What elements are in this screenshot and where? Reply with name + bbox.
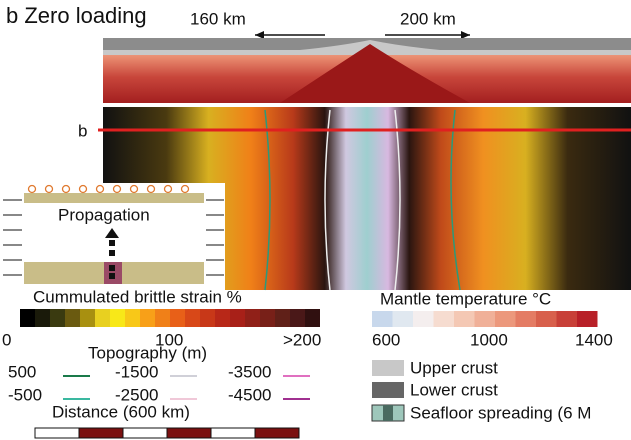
- legend-title: Topography (m): [88, 343, 207, 362]
- legend-label: 500: [8, 362, 36, 381]
- color-step: [475, 311, 496, 327]
- legend-label: -3500: [228, 362, 271, 381]
- color-step: [413, 311, 434, 327]
- scale-segment: [35, 428, 79, 438]
- color-step: [20, 309, 35, 327]
- tick-label: 1000: [470, 330, 508, 349]
- color-step: [577, 311, 598, 327]
- color-step: [454, 311, 475, 327]
- color-step: [185, 309, 200, 327]
- profile-label: b: [78, 121, 87, 140]
- color-step: [393, 311, 414, 327]
- inset-label: Propagation: [58, 205, 150, 224]
- color-step: [170, 309, 185, 327]
- colorbar-title: Cummulated brittle strain %: [33, 287, 242, 306]
- color-step: [260, 309, 275, 327]
- color-step: [215, 309, 230, 327]
- distance-label: 200 km: [400, 9, 456, 28]
- distance-label: 160 km: [190, 9, 246, 28]
- legend-label: Lower crust: [410, 380, 498, 399]
- legend-label: Upper crust: [410, 358, 498, 377]
- color-step: [516, 311, 537, 327]
- tick-label: 600: [372, 330, 400, 349]
- color-step: [275, 309, 290, 327]
- color-step: [434, 311, 455, 327]
- color-step: [80, 309, 95, 327]
- color-step: [65, 309, 80, 327]
- color-step: [536, 311, 557, 327]
- figure: b Zero loading 160 km 200 km b Propagati…: [0, 0, 631, 440]
- legend-label: Seafloor spreading (6 M: [410, 403, 591, 422]
- color-step: [372, 311, 393, 327]
- legend-label: -1500: [115, 362, 158, 381]
- scale-segment: [123, 428, 167, 438]
- color-step: [200, 309, 215, 327]
- scale-segment: [167, 428, 211, 438]
- colorbar-title: Mantle temperature °C: [380, 289, 551, 308]
- scale-title: Distance (600 km): [52, 402, 190, 421]
- color-step: [35, 309, 50, 327]
- color-step: [495, 311, 516, 327]
- color-step: [125, 309, 140, 327]
- color-step: [95, 309, 110, 327]
- color-step: [290, 309, 305, 327]
- legend-label: -4500: [228, 385, 271, 404]
- scale-segment: [211, 428, 255, 438]
- scale-segment: [255, 428, 299, 438]
- color-step: [140, 309, 155, 327]
- tick-label: >200: [283, 330, 321, 349]
- color-step: [557, 311, 578, 327]
- color-step: [245, 309, 260, 327]
- tick-label: 1400: [575, 330, 613, 349]
- color-step: [50, 309, 65, 327]
- color-step: [155, 309, 170, 327]
- color-step: [305, 309, 320, 327]
- color-step: [230, 309, 245, 327]
- scale-segment: [79, 428, 123, 438]
- color-step: [110, 309, 125, 327]
- tick-label: 0: [2, 330, 11, 349]
- legend-label: -500: [8, 385, 42, 404]
- panel-title: b Zero loading: [6, 3, 147, 28]
